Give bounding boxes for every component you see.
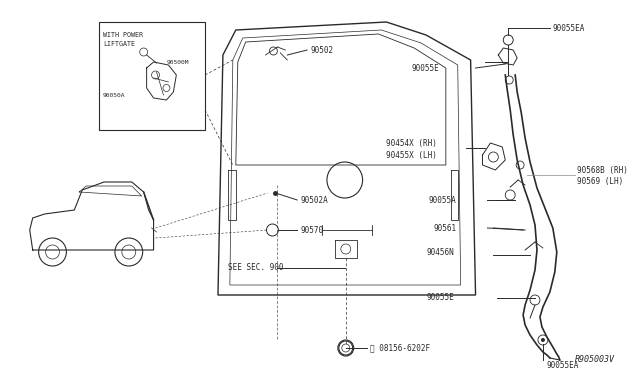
Text: 90055EA: 90055EA	[553, 23, 585, 32]
Text: 90456N: 90456N	[426, 247, 454, 257]
Text: 90568B (RH): 90568B (RH)	[577, 166, 627, 174]
Text: 90055E: 90055E	[426, 294, 454, 302]
Text: 90502A: 90502A	[300, 196, 328, 205]
Text: 90454X (RH): 90454X (RH)	[387, 138, 437, 148]
Text: 90561: 90561	[434, 224, 457, 232]
Text: 90569 (LH): 90569 (LH)	[577, 176, 623, 186]
Text: 90570: 90570	[300, 225, 323, 234]
Text: 90455X (LH): 90455X (LH)	[387, 151, 437, 160]
Bar	[99, 22, 205, 130]
Text: ③ 08156-6202F: ③ 08156-6202F	[369, 343, 429, 353]
Text: LIFTGATE: LIFTGATE	[103, 41, 135, 47]
Text: R905003V: R905003V	[575, 356, 614, 365]
Text: 90502: 90502	[310, 45, 333, 55]
Text: 90500M: 90500M	[166, 60, 189, 64]
Circle shape	[541, 338, 545, 342]
Text: 90055EA: 90055EA	[547, 360, 579, 369]
Text: WITH POWER: WITH POWER	[103, 32, 143, 38]
Text: 90050A: 90050A	[103, 93, 125, 97]
Text: 90055E: 90055E	[411, 64, 439, 73]
Text: SEE SEC. 900: SEE SEC. 900	[228, 263, 284, 273]
Text: 90055A: 90055A	[428, 196, 456, 205]
